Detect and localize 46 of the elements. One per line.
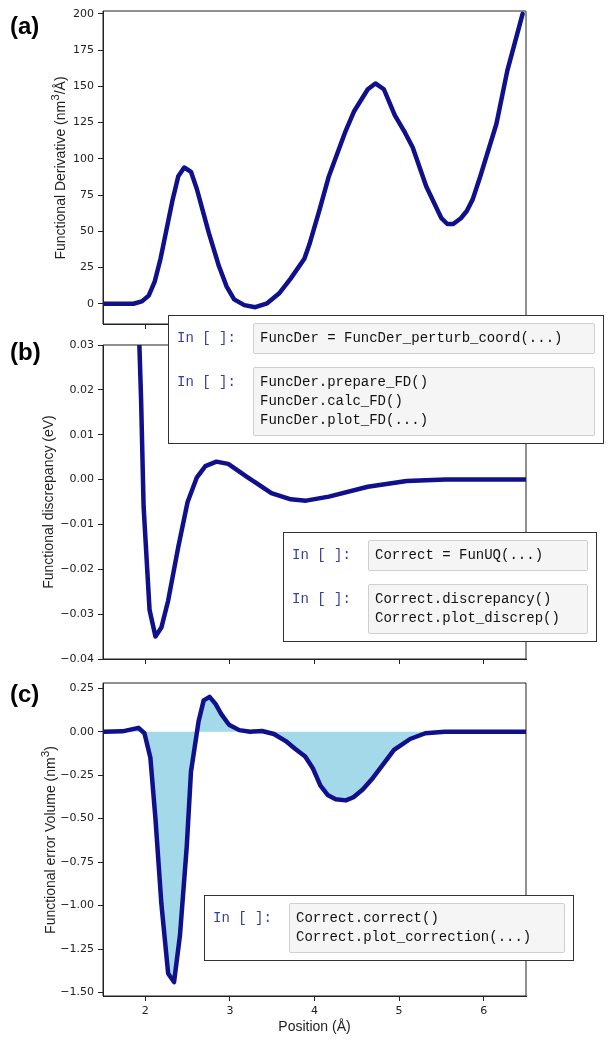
y-tick-label: 125 — [73, 115, 94, 129]
chart-title: (c) — [10, 680, 40, 708]
y-tick-label: 0 — [87, 296, 94, 310]
annotation: FuncDer = FuncDer_perturb_coord(...) — [253, 323, 595, 354]
chart-title: (b) — [10, 338, 41, 366]
x-tick-label: 2 — [141, 1004, 149, 1018]
annotation: In [ ]: — [177, 373, 237, 392]
x-tick-label: 6 — [480, 1004, 488, 1018]
y-tick-label: −0.03 — [60, 607, 94, 620]
y-tick-label: 25 — [80, 260, 94, 274]
y-tick-label: 0.25 — [69, 681, 94, 695]
y-tick-label: 200 — [73, 6, 94, 20]
y-tick-label: 0.00 — [69, 724, 94, 738]
annotation: Correct.correct() Correct.plot_correction(...) — [289, 903, 565, 953]
y-tick-label: 0.01 — [69, 427, 94, 441]
y-tick-label: −0.75 — [60, 854, 94, 868]
y-tick-label: −0.25 — [60, 768, 94, 782]
y-tick-label: −0.50 — [60, 811, 94, 825]
y-axis-title: Functional discrepancy (eV) — [40, 415, 56, 589]
y-tick-label: 0.03 — [69, 337, 94, 351]
annotation: In [ ]: — [213, 909, 273, 928]
y-tick-label: 0.02 — [69, 382, 94, 396]
y-tick-label: 100 — [73, 151, 94, 165]
y-tick-label: 0.00 — [69, 472, 94, 486]
annotation: Correct = FunUQ(...) — [368, 540, 588, 571]
y-tick-label: 150 — [73, 79, 94, 93]
y-tick-label: −0.02 — [60, 562, 94, 576]
x-tick-label: 4 — [311, 1004, 318, 1018]
chart-title: (a) — [10, 12, 40, 40]
y-tick-label: 75 — [80, 187, 94, 201]
y-tick-label: 175 — [73, 42, 94, 56]
annotation: In [ ]: — [177, 329, 237, 348]
annotation: In [ ]: — [292, 590, 352, 609]
code-cell-box: In [ ]: Correct.correct() Correct.plot_correction(...) — [204, 895, 574, 961]
x-tick-label: 5 — [395, 1004, 403, 1018]
y-tick-label: 50 — [80, 224, 94, 238]
y-tick-label: −1.50 — [60, 985, 94, 999]
y-tick-label: −0.01 — [60, 517, 94, 531]
x-tick-label: 3 — [226, 1004, 234, 1018]
annotation: FuncDer.prepare_FD() FuncDer.calc_FD() FuncDer.plot_FD(...) — [253, 367, 595, 436]
annotation: Correct.discrepancy() Correct.plot_discrep() — [368, 584, 588, 634]
annotation: In [ ]: — [292, 546, 352, 565]
y-tick-label: −0.04 — [60, 651, 94, 665]
y-tick-label: −1.00 — [60, 898, 94, 912]
y-tick-label: −1.25 — [60, 941, 94, 955]
x-axis-title: Position (Å) — [278, 1018, 351, 1034]
